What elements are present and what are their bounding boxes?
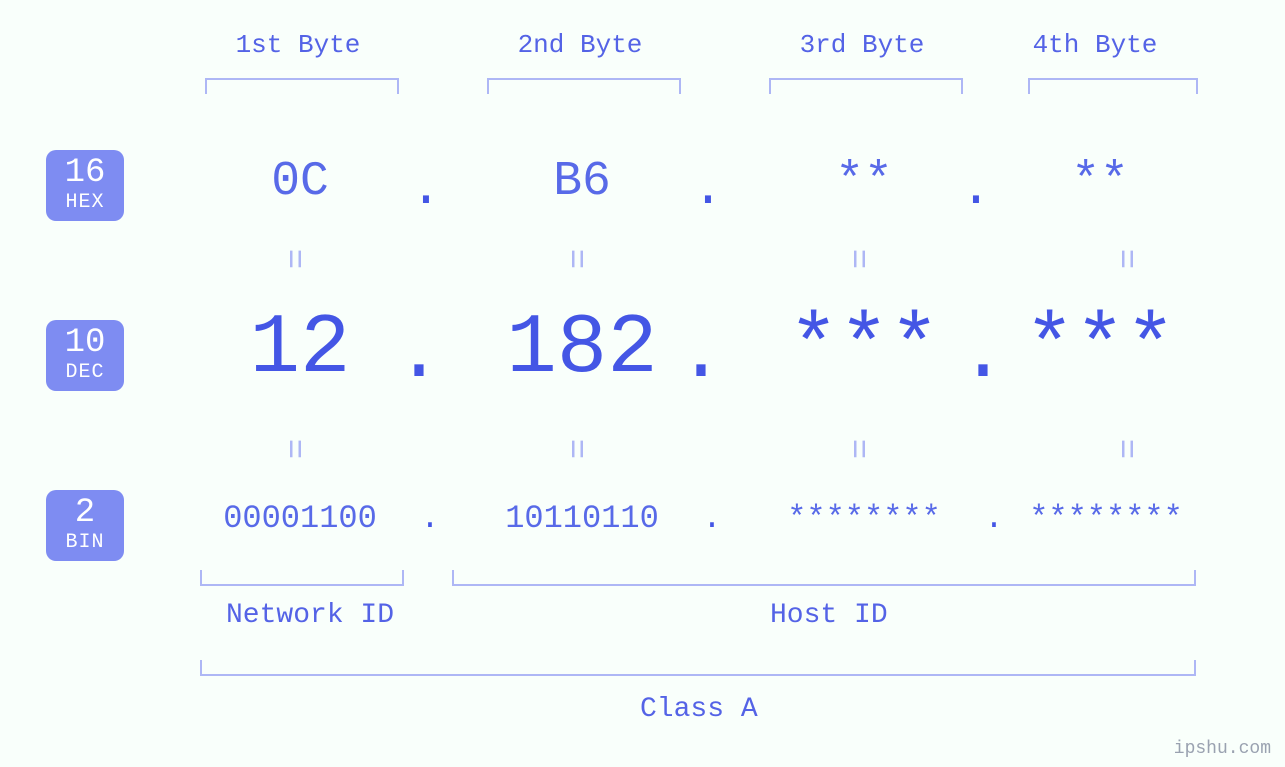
dec-byte-4: *** bbox=[1000, 302, 1200, 397]
byte-label-1: 1st Byte bbox=[208, 30, 388, 60]
badge-hex: 16 HEX bbox=[46, 150, 124, 221]
dot-bin-1: . bbox=[410, 500, 450, 537]
dot-hex-2: . bbox=[678, 160, 738, 219]
equals-icon: = bbox=[273, 439, 311, 459]
hex-byte-1: 0C bbox=[170, 155, 430, 209]
bracket-network bbox=[200, 570, 404, 586]
byte-label-4: 4th Byte bbox=[1005, 30, 1185, 60]
label-network-id: Network ID bbox=[226, 600, 394, 631]
equals-icon: = bbox=[837, 249, 875, 269]
label-host-id: Host ID bbox=[770, 600, 888, 631]
bracket-top-4 bbox=[1028, 78, 1198, 94]
dot-bin-2: . bbox=[692, 500, 732, 537]
dot-hex-3: . bbox=[946, 160, 1006, 219]
badge-bin: 2 BIN bbox=[46, 490, 124, 561]
badge-bin-abbr: BIN bbox=[46, 532, 124, 553]
bracket-top-1 bbox=[205, 78, 399, 94]
bracket-top-3 bbox=[769, 78, 963, 94]
bin-byte-1: 00001100 bbox=[170, 500, 430, 537]
label-class: Class A bbox=[640, 694, 758, 725]
bracket-top-2 bbox=[487, 78, 681, 94]
bracket-class bbox=[200, 660, 1196, 676]
hex-byte-4: ** bbox=[1000, 155, 1200, 209]
watermark: ipshu.com bbox=[1174, 739, 1271, 759]
hex-byte-2: B6 bbox=[452, 155, 712, 209]
bin-byte-3: ******** bbox=[734, 500, 994, 537]
dot-bin-3: . bbox=[974, 500, 1014, 537]
badge-dec: 10 DEC bbox=[46, 320, 124, 391]
badge-bin-num: 2 bbox=[46, 496, 124, 532]
equals-icon: = bbox=[555, 439, 593, 459]
badge-dec-num: 10 bbox=[46, 326, 124, 362]
badge-hex-num: 16 bbox=[46, 156, 124, 192]
badge-dec-abbr: DEC bbox=[46, 362, 124, 383]
byte-label-2: 2nd Byte bbox=[490, 30, 670, 60]
equals-icon: = bbox=[837, 439, 875, 459]
bracket-host bbox=[452, 570, 1196, 586]
byte-label-3: 3rd Byte bbox=[772, 30, 952, 60]
badge-hex-abbr: HEX bbox=[46, 192, 124, 213]
equals-icon: = bbox=[1105, 439, 1143, 459]
equals-icon: = bbox=[1105, 249, 1143, 269]
dot-hex-1: . bbox=[396, 160, 456, 219]
dot-dec-1: . bbox=[384, 310, 454, 401]
bin-byte-2: 10110110 bbox=[452, 500, 712, 537]
equals-icon: = bbox=[273, 249, 311, 269]
equals-icon: = bbox=[555, 249, 593, 269]
bin-byte-4: ******** bbox=[1016, 500, 1196, 537]
dot-dec-2: . bbox=[666, 310, 736, 401]
